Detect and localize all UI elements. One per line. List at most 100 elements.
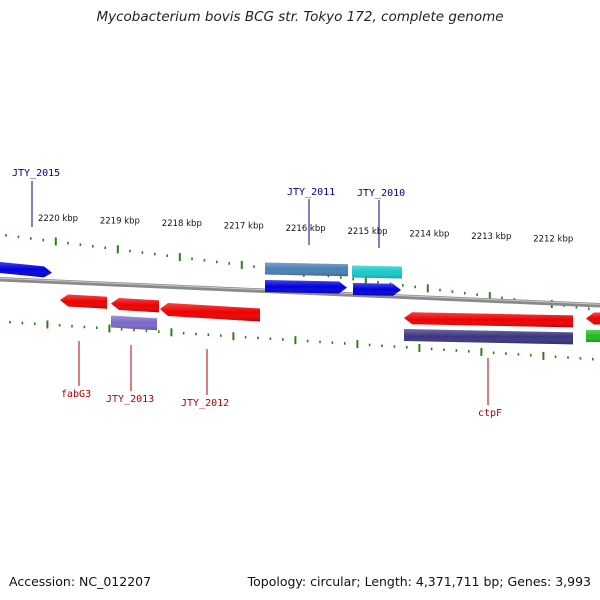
minor-tick xyxy=(501,296,503,300)
tick-label: 2214 kbp xyxy=(409,229,449,239)
gene-feature-blue-2011[interactable] xyxy=(265,280,347,294)
minor-tick xyxy=(9,320,11,324)
tick-label: 2217 kbp xyxy=(224,222,264,232)
minor-tick xyxy=(430,347,433,351)
gene-feature-fabG3[interactable] xyxy=(60,294,107,309)
minor-tick xyxy=(42,238,44,242)
minor-tick xyxy=(331,341,334,344)
feature-shading xyxy=(404,312,573,328)
gene-label[interactable]: JTY_2015 xyxy=(12,168,60,179)
feature-shading xyxy=(353,283,401,296)
gene-feature-cyan-2010[interactable] xyxy=(352,265,402,279)
minor-tick xyxy=(406,346,408,349)
minor-tick xyxy=(21,321,24,325)
minor-tick xyxy=(451,290,454,293)
gene-feature-steel-2011[interactable] xyxy=(265,262,348,277)
major-tick xyxy=(542,351,545,360)
minor-tick xyxy=(141,251,144,254)
minor-tick xyxy=(567,356,569,359)
tick-label: 2212 kbp xyxy=(533,234,573,244)
gene-feature-green-right[interactable] xyxy=(586,330,600,342)
feature-shading xyxy=(404,329,573,345)
gene-feature-purple-2013[interactable] xyxy=(111,315,157,331)
gene-feature-JTY_2013[interactable] xyxy=(111,298,159,313)
minor-tick xyxy=(30,237,32,240)
minor-tick xyxy=(588,307,590,311)
minor-tick xyxy=(492,351,495,355)
minor-tick xyxy=(402,284,404,287)
minor-tick xyxy=(154,252,156,256)
minor-tick xyxy=(476,293,478,297)
minor-tick xyxy=(414,285,416,289)
major-tick xyxy=(54,237,57,246)
minor-tick xyxy=(92,244,94,248)
gene-label[interactable]: fabG3 xyxy=(61,389,91,400)
minor-tick xyxy=(443,348,445,352)
minor-tick xyxy=(257,336,259,340)
major-tick xyxy=(178,253,181,262)
feature-shading xyxy=(111,298,159,313)
minor-tick xyxy=(269,337,272,341)
major-tick xyxy=(170,328,173,337)
minor-tick xyxy=(327,274,330,278)
minor-tick xyxy=(195,332,197,336)
gene-label[interactable]: JTY_2013 xyxy=(106,394,154,405)
minor-tick xyxy=(455,349,458,352)
minor-tick xyxy=(133,328,135,332)
minor-tick xyxy=(58,324,61,327)
tick-label: 2213 kbp xyxy=(471,232,511,242)
minor-tick xyxy=(79,243,82,247)
gene-feature-red-right[interactable] xyxy=(586,312,600,325)
accession-text: Accession: NC_012207 xyxy=(9,574,152,589)
gene-features xyxy=(0,261,600,345)
gene-label[interactable]: JTY_2011 xyxy=(287,187,335,198)
gene-feature-blue-2010[interactable] xyxy=(353,283,401,296)
feature-shading xyxy=(0,261,52,278)
tick-label: 2220 kbp xyxy=(38,214,78,224)
gene-label[interactable]: JTY_2010 xyxy=(357,188,405,199)
major-tick xyxy=(116,245,119,254)
gene-feature-navy-ctpF[interactable] xyxy=(404,329,573,345)
gene-feature-ctpF[interactable] xyxy=(404,312,573,328)
gene-feature-JTY_2012[interactable] xyxy=(160,303,260,322)
minor-tick xyxy=(592,357,594,361)
gene-label[interactable]: ctpF xyxy=(478,408,502,419)
minor-tick xyxy=(439,288,441,292)
minor-tick xyxy=(158,330,160,333)
tick-label: 2218 kbp xyxy=(162,219,202,229)
minor-tick xyxy=(207,333,210,337)
minor-tick xyxy=(96,326,98,330)
minor-tick xyxy=(120,327,123,331)
tick-label: 2215 kbp xyxy=(348,227,388,237)
gene-label[interactable]: JTY_2012 xyxy=(181,398,229,409)
gene-feature-blue-left[interactable] xyxy=(0,261,52,278)
minor-tick xyxy=(145,329,148,333)
tick-label: 2216 kbp xyxy=(286,224,326,234)
minor-tick xyxy=(5,234,7,237)
minor-tick xyxy=(17,235,20,239)
minor-tick xyxy=(344,342,346,345)
major-tick xyxy=(356,340,359,349)
major-tick xyxy=(426,284,429,293)
genome-summary: Topology: circular; Length: 4,371,711 bp… xyxy=(247,574,591,589)
minor-tick xyxy=(191,257,193,261)
minor-tick xyxy=(381,344,383,348)
feature-shading xyxy=(160,303,260,322)
minor-tick xyxy=(220,334,222,337)
feature-shading xyxy=(60,294,107,309)
minor-tick xyxy=(517,353,520,356)
minor-tick xyxy=(377,280,379,284)
major-tick xyxy=(418,344,421,353)
minor-tick xyxy=(34,322,36,326)
feature-shading xyxy=(586,330,600,342)
minor-tick xyxy=(579,357,582,360)
minor-tick xyxy=(468,349,470,353)
major-tick xyxy=(232,332,235,341)
minor-tick xyxy=(554,355,557,359)
map-title: Mycobacterium bovis BCG str. Tokyo 172, … xyxy=(96,9,504,25)
feature-shading xyxy=(586,312,600,325)
feature-shading xyxy=(111,315,157,331)
minor-tick xyxy=(228,262,230,265)
minor-tick xyxy=(104,246,106,250)
